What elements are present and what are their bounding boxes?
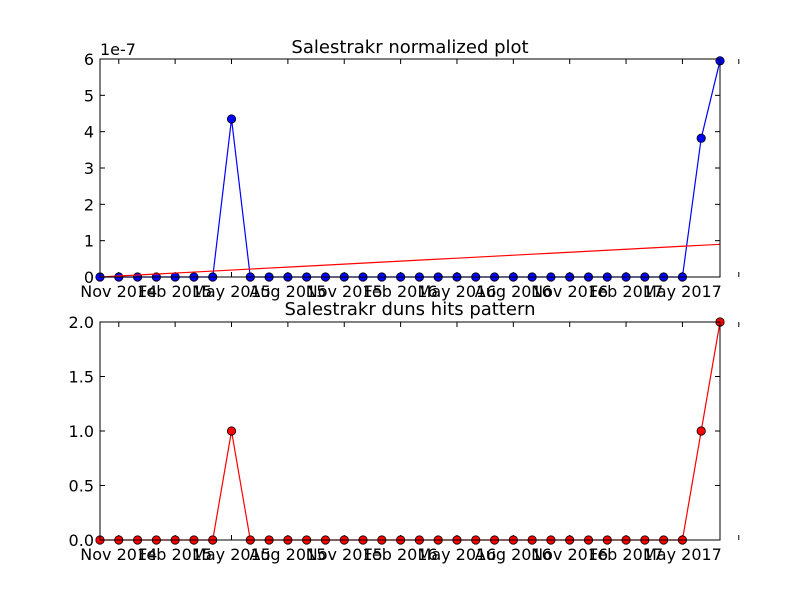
y-tick-label: 1.0 bbox=[69, 422, 94, 441]
x-tick-label: Aug 2015 bbox=[249, 282, 326, 301]
x-tick-label: Aug 2015 bbox=[249, 545, 326, 564]
duns-hits-plot: Salestrakr duns hits pattern 0.0 0.5 1.0 1.… bbox=[69, 299, 740, 564]
y-tick-label: 6 bbox=[84, 50, 94, 69]
x-tick-label: Feb 2015 bbox=[138, 282, 212, 301]
x-tick-label: Nov 2015 bbox=[306, 545, 383, 564]
x-tick-label: Nov 2014 bbox=[80, 282, 157, 301]
y-tick-label: 2 bbox=[84, 195, 94, 214]
x-tick-label: Aug 2016 bbox=[475, 282, 552, 301]
y-tick-label: 1 bbox=[84, 232, 94, 251]
x-tick-label: May 2015 bbox=[192, 545, 271, 564]
x-tick-label: May 2015 bbox=[192, 282, 271, 301]
chart-title: Salestrakr normalized plot bbox=[291, 37, 528, 58]
y-tick-label: 0.5 bbox=[69, 477, 94, 496]
y-tick-label: 1.5 bbox=[69, 368, 94, 387]
y-tick-label: 3 bbox=[84, 159, 94, 178]
y-tick-label: 4 bbox=[84, 123, 94, 142]
y-tick-label: 0 bbox=[84, 268, 94, 287]
x-tick-label: Feb 2015 bbox=[138, 545, 212, 564]
x-tick-label: Nov 2014 bbox=[80, 545, 157, 564]
chart-title: Salestrakr duns hits pattern bbox=[285, 299, 536, 320]
x-tick-label: Aug 2016 bbox=[475, 545, 552, 564]
axes-frame bbox=[99, 58, 721, 278]
x-tick-label: Feb 2016 bbox=[364, 282, 438, 301]
x-tick-label: Feb 2017 bbox=[589, 282, 663, 301]
y-tick-label: 2.0 bbox=[69, 313, 94, 332]
series-line-1 bbox=[99, 243, 721, 278]
x-tick-label: May 2016 bbox=[418, 282, 497, 301]
normalized-plot: Salestrakr normalized plot 1e-7 0 1 2 3 4 5 6 N… bbox=[80, 37, 740, 301]
axes-frame bbox=[99, 321, 721, 541]
y-tick-label: 0.0 bbox=[69, 531, 94, 550]
x-tick-label: May 2016 bbox=[418, 545, 497, 564]
x-tick-label: Nov 2016 bbox=[531, 282, 608, 301]
y-tick-label: 5 bbox=[84, 86, 94, 105]
x-tick-label: May 2017 bbox=[643, 545, 722, 564]
data-point bbox=[696, 133, 706, 143]
data-point bbox=[226, 114, 237, 124]
data-point bbox=[696, 426, 706, 436]
x-tick-label: Nov 2015 bbox=[306, 282, 383, 301]
y-offset-label: 1e-7 bbox=[100, 40, 136, 59]
x-tick-label: Feb 2016 bbox=[364, 545, 438, 564]
x-tick-label: Nov 2016 bbox=[531, 545, 608, 564]
x-tick-label: Feb 2017 bbox=[589, 545, 663, 564]
x-tick-label: May 2017 bbox=[643, 282, 722, 301]
data-point bbox=[226, 426, 237, 436]
